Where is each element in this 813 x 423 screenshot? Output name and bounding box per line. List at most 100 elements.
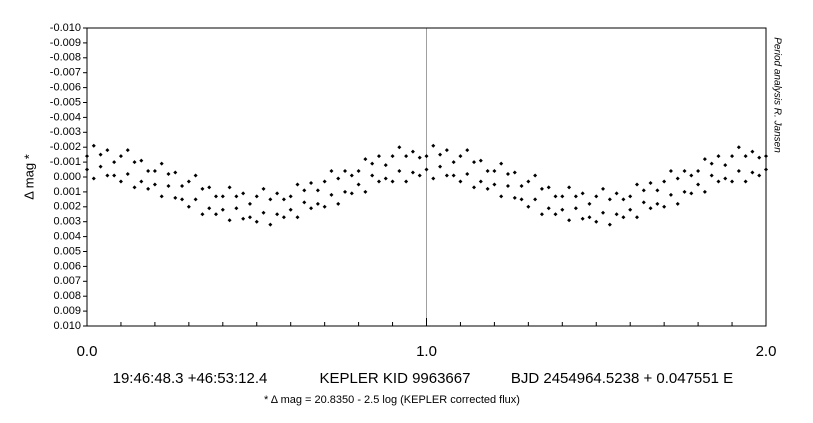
data-point	[696, 169, 701, 174]
data-point	[431, 143, 436, 148]
ephemeris: BJD 2454964.5238 + 0.047551 E	[511, 370, 733, 387]
data-point	[655, 201, 660, 206]
data-point	[112, 173, 117, 178]
data-point	[472, 185, 477, 190]
data-point	[295, 215, 300, 220]
data-point	[689, 191, 694, 196]
y-tick-label: 0.001	[53, 186, 81, 198]
data-point	[214, 212, 219, 217]
data-point	[539, 186, 544, 191]
data-point	[573, 194, 578, 199]
data-point	[628, 207, 633, 212]
data-point	[105, 148, 110, 153]
data-point	[709, 161, 714, 166]
data-point	[200, 186, 205, 191]
data-point	[329, 192, 334, 197]
data-point	[757, 155, 762, 160]
data-point	[519, 197, 524, 202]
data-point	[512, 170, 517, 175]
data-point	[349, 191, 354, 196]
data-point	[193, 173, 198, 178]
data-point	[553, 212, 558, 217]
data-point	[268, 197, 273, 202]
data-point	[227, 185, 232, 190]
y-tick-label: -0.008	[50, 52, 81, 64]
data-point	[241, 191, 246, 196]
data-point	[743, 179, 748, 184]
data-point	[444, 173, 449, 178]
y-tick-label: -0.006	[50, 82, 81, 94]
data-point	[356, 182, 361, 187]
data-point	[764, 167, 768, 172]
data-point	[98, 152, 103, 157]
y-tick-label: 0.007	[53, 275, 81, 287]
data-point	[363, 189, 368, 194]
data-point	[682, 169, 687, 174]
data-point	[193, 197, 198, 202]
data-point	[736, 145, 741, 150]
data-point	[607, 222, 612, 227]
data-point	[166, 183, 171, 188]
data-point	[118, 154, 123, 159]
y-tick-label: -0.003	[50, 126, 81, 138]
data-point	[478, 158, 483, 163]
y-tick-label: -0.007	[50, 67, 81, 79]
data-point	[662, 204, 667, 209]
data-point	[478, 179, 483, 184]
data-point	[152, 169, 157, 174]
y-tick-label: -0.009	[50, 37, 81, 49]
data-point	[743, 154, 748, 159]
data-point	[356, 169, 361, 174]
data-point	[601, 186, 606, 191]
data-point	[207, 185, 212, 190]
x-tick-label: 0.0	[77, 343, 98, 360]
data-point	[410, 170, 415, 175]
data-point	[424, 167, 429, 172]
data-point	[91, 143, 96, 148]
data-point	[526, 179, 531, 184]
data-point	[139, 179, 144, 184]
data-point	[628, 194, 633, 199]
data-point	[682, 189, 687, 194]
data-point	[125, 148, 130, 153]
data-point	[519, 183, 524, 188]
data-point	[275, 212, 280, 217]
data-point	[546, 206, 551, 211]
data-point	[580, 216, 585, 221]
data-point	[397, 145, 402, 150]
data-point	[159, 194, 164, 199]
data-point	[85, 154, 89, 159]
data-point	[234, 206, 239, 211]
data-point	[302, 188, 307, 193]
data-point	[261, 210, 266, 215]
data-point	[376, 179, 381, 184]
data-point	[336, 176, 341, 181]
data-point	[363, 157, 368, 162]
data-point	[546, 185, 551, 190]
data-point	[499, 161, 504, 166]
data-point	[696, 182, 701, 187]
y-tick-label: 0.002	[53, 201, 81, 213]
data-point	[186, 179, 191, 184]
data-point	[634, 215, 639, 220]
data-point	[662, 179, 667, 184]
data-point	[648, 180, 653, 185]
data-point	[472, 160, 477, 165]
y-tick-label: 0.009	[53, 305, 81, 317]
data-point	[404, 179, 409, 184]
data-point	[723, 176, 728, 181]
data-point	[465, 172, 470, 177]
data-point	[370, 173, 375, 178]
data-point	[458, 154, 463, 159]
data-point	[234, 194, 239, 199]
data-point	[152, 182, 157, 187]
data-point	[567, 185, 572, 190]
data-point	[404, 154, 409, 159]
data-point	[281, 197, 286, 202]
data-point	[485, 186, 490, 191]
data-point	[132, 185, 137, 190]
data-point	[180, 197, 185, 202]
data-point	[254, 194, 259, 199]
data-point	[315, 201, 320, 206]
